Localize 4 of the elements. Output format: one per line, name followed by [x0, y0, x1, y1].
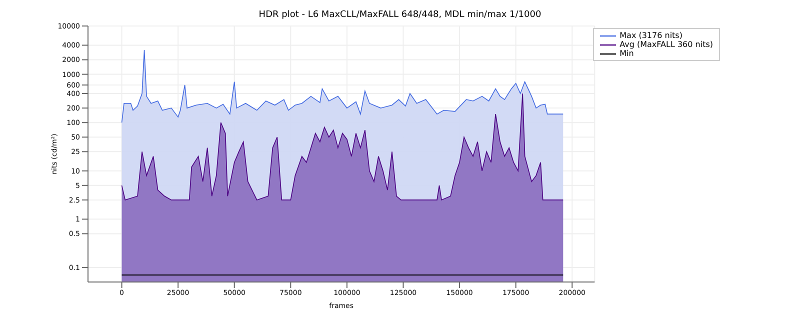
legend-label: Min	[620, 49, 634, 58]
legend-label: Max (3176 nits)	[620, 31, 682, 40]
legend-label: Avg (MaxFALL 360 nits)	[620, 40, 713, 49]
chart-title: HDR plot - L6 MaxCLL/MaxFALL 648/448, MDL min/max 1/1000	[258, 9, 542, 22]
